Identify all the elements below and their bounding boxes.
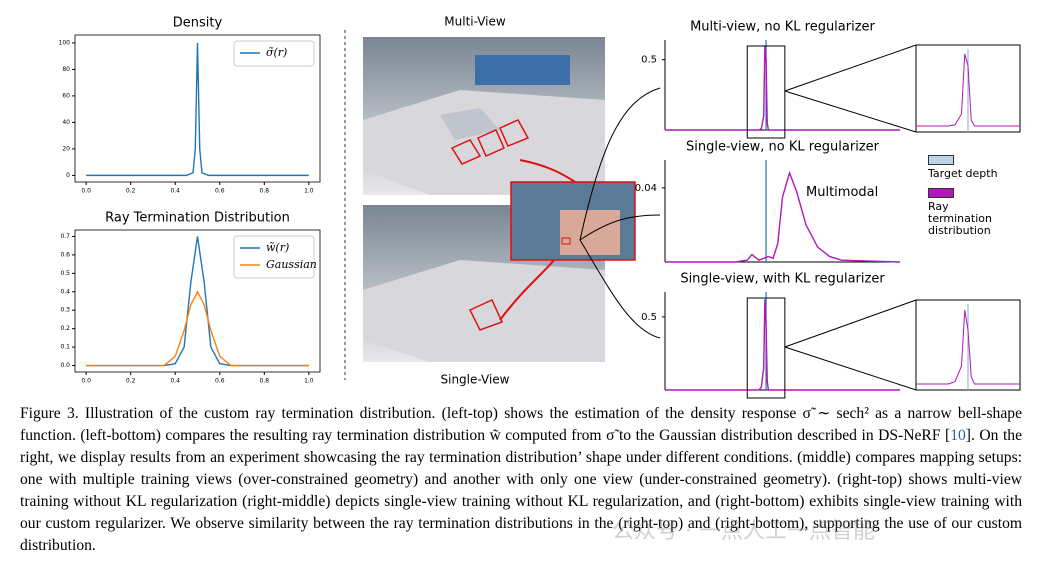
legend-label: w̃(r) xyxy=(266,241,289,254)
x-tick-label: 0.4 xyxy=(170,188,180,195)
panel-label: Multi-View xyxy=(444,15,506,29)
y-tick-label: 0.0 xyxy=(60,362,70,369)
chart-title: Single-view, no KL regularizer xyxy=(686,140,880,155)
y-tick-label: 0.5 xyxy=(641,55,657,66)
legend-item: Target depth xyxy=(928,155,1008,180)
legend-label: Gaussian xyxy=(266,258,317,271)
legend-item: Ray termination distribution xyxy=(928,188,1008,237)
y-tick-label: 20 xyxy=(62,145,70,152)
connector-arrows xyxy=(579,87,661,339)
plot-frame xyxy=(74,229,321,373)
x-tick-label: 0.6 xyxy=(215,188,225,195)
caption: Figure 3. Illustration of the custom ray… xyxy=(20,403,1022,557)
y-tick-label: 0.4 xyxy=(60,288,70,295)
y-tick-label: 60 xyxy=(62,92,70,99)
figure: Multi-View Single-View Density 0 20 40 60 80 1… xyxy=(59,15,1021,399)
inset-line xyxy=(916,53,1020,127)
watermark: 公众号 · 一点人工一点智能 xyxy=(612,519,875,544)
zoom-image xyxy=(510,181,636,261)
caption-text: ]. On the right, we display results from… xyxy=(20,427,1023,554)
legend-box xyxy=(233,235,315,279)
legend-label: Target depth xyxy=(928,167,998,180)
scene-image-top xyxy=(363,37,605,195)
y-tick-label: 0 xyxy=(66,172,70,179)
chart: Single-view, no KL regularizer 0.04 Multim… xyxy=(635,140,901,263)
panel-label: Single-View xyxy=(441,373,510,387)
x-tick-label: 0.8 xyxy=(260,188,270,195)
y-tick-label: 0.7 xyxy=(60,233,70,240)
y-tick-label: 0.6 xyxy=(60,251,70,258)
series-line xyxy=(665,299,900,391)
series-line xyxy=(86,290,309,367)
y-tick-label: 100 xyxy=(59,39,71,46)
zoom-connector xyxy=(784,90,917,133)
x-tick-label: 0.4 xyxy=(170,378,180,385)
y-tick-label: 0.04 xyxy=(635,183,657,194)
x-tick-label: 0.0 xyxy=(81,378,91,385)
y-tick-label: 0.5 xyxy=(641,312,657,323)
x-tick-label: 0.2 xyxy=(126,188,136,195)
zoom-connector xyxy=(784,346,917,391)
y-tick-label: 0.1 xyxy=(60,344,70,351)
x-tick-label: 0.2 xyxy=(126,378,136,385)
x-tick-label: 0.6 xyxy=(215,378,225,385)
series-line xyxy=(86,236,309,367)
chart-title: Density xyxy=(173,16,223,31)
zoom-box xyxy=(746,45,786,139)
x-tick-label: 1.0 xyxy=(304,188,314,195)
plot-frame xyxy=(74,34,321,183)
legend-box xyxy=(233,40,315,67)
legend-label: Ray termination distribution xyxy=(928,200,992,237)
legend-swatch xyxy=(928,155,954,165)
zoom-connector xyxy=(784,299,917,348)
x-tick-label: 0.8 xyxy=(260,378,270,385)
y-tick-label: 80 xyxy=(62,66,70,73)
chart-title: Multi-view, no KL regularizer xyxy=(690,20,875,35)
series-line xyxy=(665,170,901,263)
legend: Target depth Ray termination distribution xyxy=(928,155,1008,245)
series-line xyxy=(665,45,900,131)
chart: Multi-view, no KL regularizer 0.5 xyxy=(641,20,1021,139)
y-tick-label: 0.5 xyxy=(60,270,70,277)
x-tick-label: 0.0 xyxy=(81,188,91,195)
zoom-connector xyxy=(784,44,917,92)
legend-label: σ̃(r) xyxy=(266,46,287,59)
chart: Ray Termination Distribution 0.0 0.1 0.2 0.3… xyxy=(60,211,321,385)
chart: Density 0 20 40 60 80 100 0.0 0.2 0.4 0.6 0.8 1.0 σ̃(… xyxy=(59,16,321,195)
series-line xyxy=(86,42,309,177)
legend-swatch xyxy=(928,188,954,198)
caption-text: Figure 3. Illustration of the custom ray… xyxy=(20,405,1022,444)
zoom-box xyxy=(746,297,786,399)
y-tick-label: 0.3 xyxy=(60,307,70,314)
x-tick-label: 1.0 xyxy=(304,378,314,385)
y-tick-label: 40 xyxy=(62,119,70,126)
chart-title: Ray Termination Distribution xyxy=(105,211,290,226)
y-tick-label: 0.2 xyxy=(60,325,70,332)
citation[interactable]: 10 xyxy=(950,427,966,444)
chart-title: Single-view, with KL regularizer xyxy=(680,272,885,287)
inset-line xyxy=(916,309,1020,385)
chart: Single-view, with KL regularizer 0.5 xyxy=(641,272,1021,399)
annotation: Multimodal xyxy=(806,185,878,200)
